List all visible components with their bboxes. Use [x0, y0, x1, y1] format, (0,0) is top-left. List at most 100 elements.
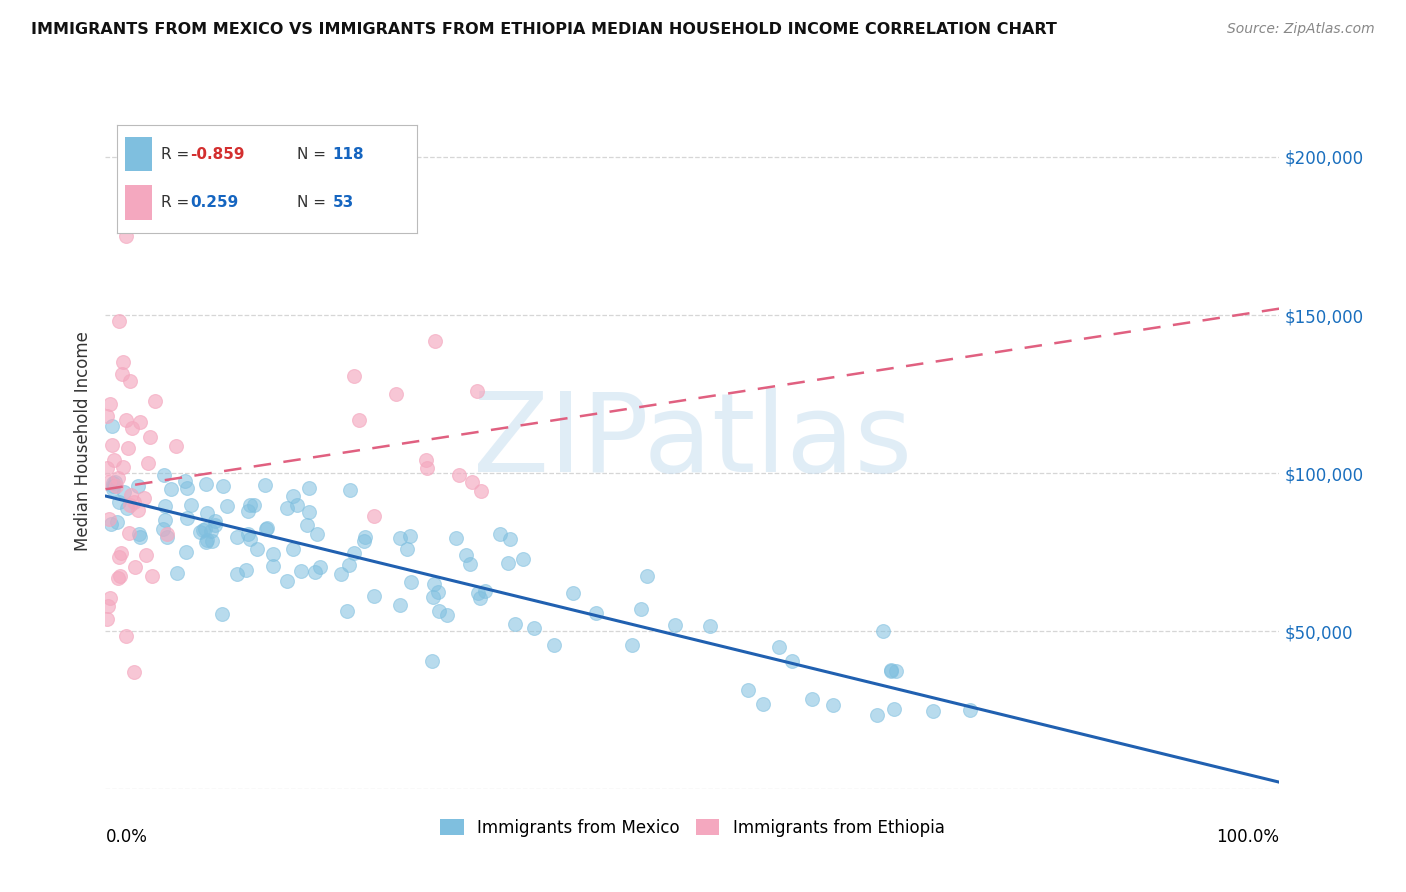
Point: [165, 439, 187, 453]
Point: [101, 476, 124, 491]
Point: [195, 506, 218, 520]
Point: [737, 683, 759, 698]
Point: [363, 589, 385, 603]
Point: [118, 526, 141, 541]
Point: [883, 702, 905, 716]
Text: Source: ZipAtlas.com: Source: ZipAtlas.com: [1227, 22, 1375, 37]
Point: [884, 665, 907, 679]
Point: [100, 517, 122, 532]
Point: [128, 415, 150, 429]
Text: 100.0%: 100.0%: [1216, 828, 1279, 846]
Text: ZIPatlas: ZIPatlas: [472, 388, 912, 495]
Point: [194, 476, 217, 491]
Y-axis label: Median Household Income: Median Household Income: [75, 332, 93, 551]
Point: [420, 654, 443, 668]
Point: [120, 488, 142, 502]
Point: [96, 409, 118, 424]
Point: [112, 484, 135, 499]
Point: [866, 707, 889, 722]
Point: [427, 604, 450, 618]
Point: [204, 518, 226, 533]
Point: [135, 548, 157, 562]
Point: [98, 591, 121, 605]
Point: [499, 532, 522, 546]
Point: [336, 604, 359, 618]
Point: [309, 560, 332, 574]
Point: [298, 481, 321, 495]
Point: [97, 599, 120, 614]
Point: [180, 498, 202, 512]
Point: [118, 498, 141, 512]
Point: [461, 475, 484, 490]
Point: [287, 498, 309, 512]
Point: [101, 438, 124, 452]
Point: [276, 500, 298, 515]
Point: [780, 654, 803, 668]
Point: [101, 482, 124, 496]
Point: [281, 489, 304, 503]
Point: [752, 698, 775, 712]
Point: [105, 515, 128, 529]
Point: [143, 393, 166, 408]
Point: [305, 527, 328, 541]
Point: [121, 421, 143, 435]
Point: [101, 419, 124, 434]
Point: [204, 514, 226, 528]
Point: [399, 574, 422, 589]
Point: [108, 568, 131, 582]
Point: [238, 526, 260, 541]
Point: [337, 558, 360, 573]
Point: [152, 467, 174, 482]
Point: [474, 583, 496, 598]
Point: [880, 664, 903, 678]
Point: [298, 505, 321, 519]
Point: [200, 524, 222, 538]
Point: [174, 474, 197, 488]
Point: [211, 478, 233, 492]
Legend: Immigrants from Mexico, Immigrants from Ethiopia: Immigrants from Mexico, Immigrants from …: [433, 813, 952, 844]
Point: [153, 500, 176, 514]
Point: [880, 663, 903, 677]
Point: [195, 533, 218, 547]
Point: [664, 618, 686, 632]
Point: [104, 478, 127, 492]
Point: [449, 468, 471, 483]
Point: [415, 453, 437, 467]
Point: [800, 692, 823, 706]
Point: [129, 530, 152, 544]
Point: [543, 638, 565, 652]
Text: 0.0%: 0.0%: [105, 828, 148, 846]
Point: [215, 499, 238, 513]
Point: [636, 568, 658, 582]
Point: [246, 541, 269, 556]
Point: [388, 598, 411, 612]
Point: [141, 569, 163, 583]
Point: [153, 512, 176, 526]
Point: [416, 460, 439, 475]
Point: [112, 460, 135, 475]
Point: [470, 591, 492, 605]
Point: [620, 638, 643, 652]
Point: [262, 559, 284, 574]
Point: [242, 498, 264, 512]
Point: [823, 698, 845, 712]
Point: [585, 606, 607, 620]
Point: [194, 522, 217, 536]
Point: [561, 586, 583, 600]
Point: [166, 566, 188, 581]
Point: [343, 545, 366, 559]
Point: [201, 534, 224, 549]
Point: [339, 483, 361, 497]
Point: [96, 461, 118, 475]
Point: [388, 531, 411, 545]
Point: [470, 483, 492, 498]
Point: [465, 384, 488, 398]
Point: [120, 374, 142, 388]
Point: [456, 548, 478, 562]
Point: [128, 527, 150, 541]
Point: [239, 533, 262, 547]
Point: [399, 529, 422, 543]
Point: [226, 530, 249, 544]
Point: [699, 619, 721, 633]
Point: [110, 546, 132, 560]
